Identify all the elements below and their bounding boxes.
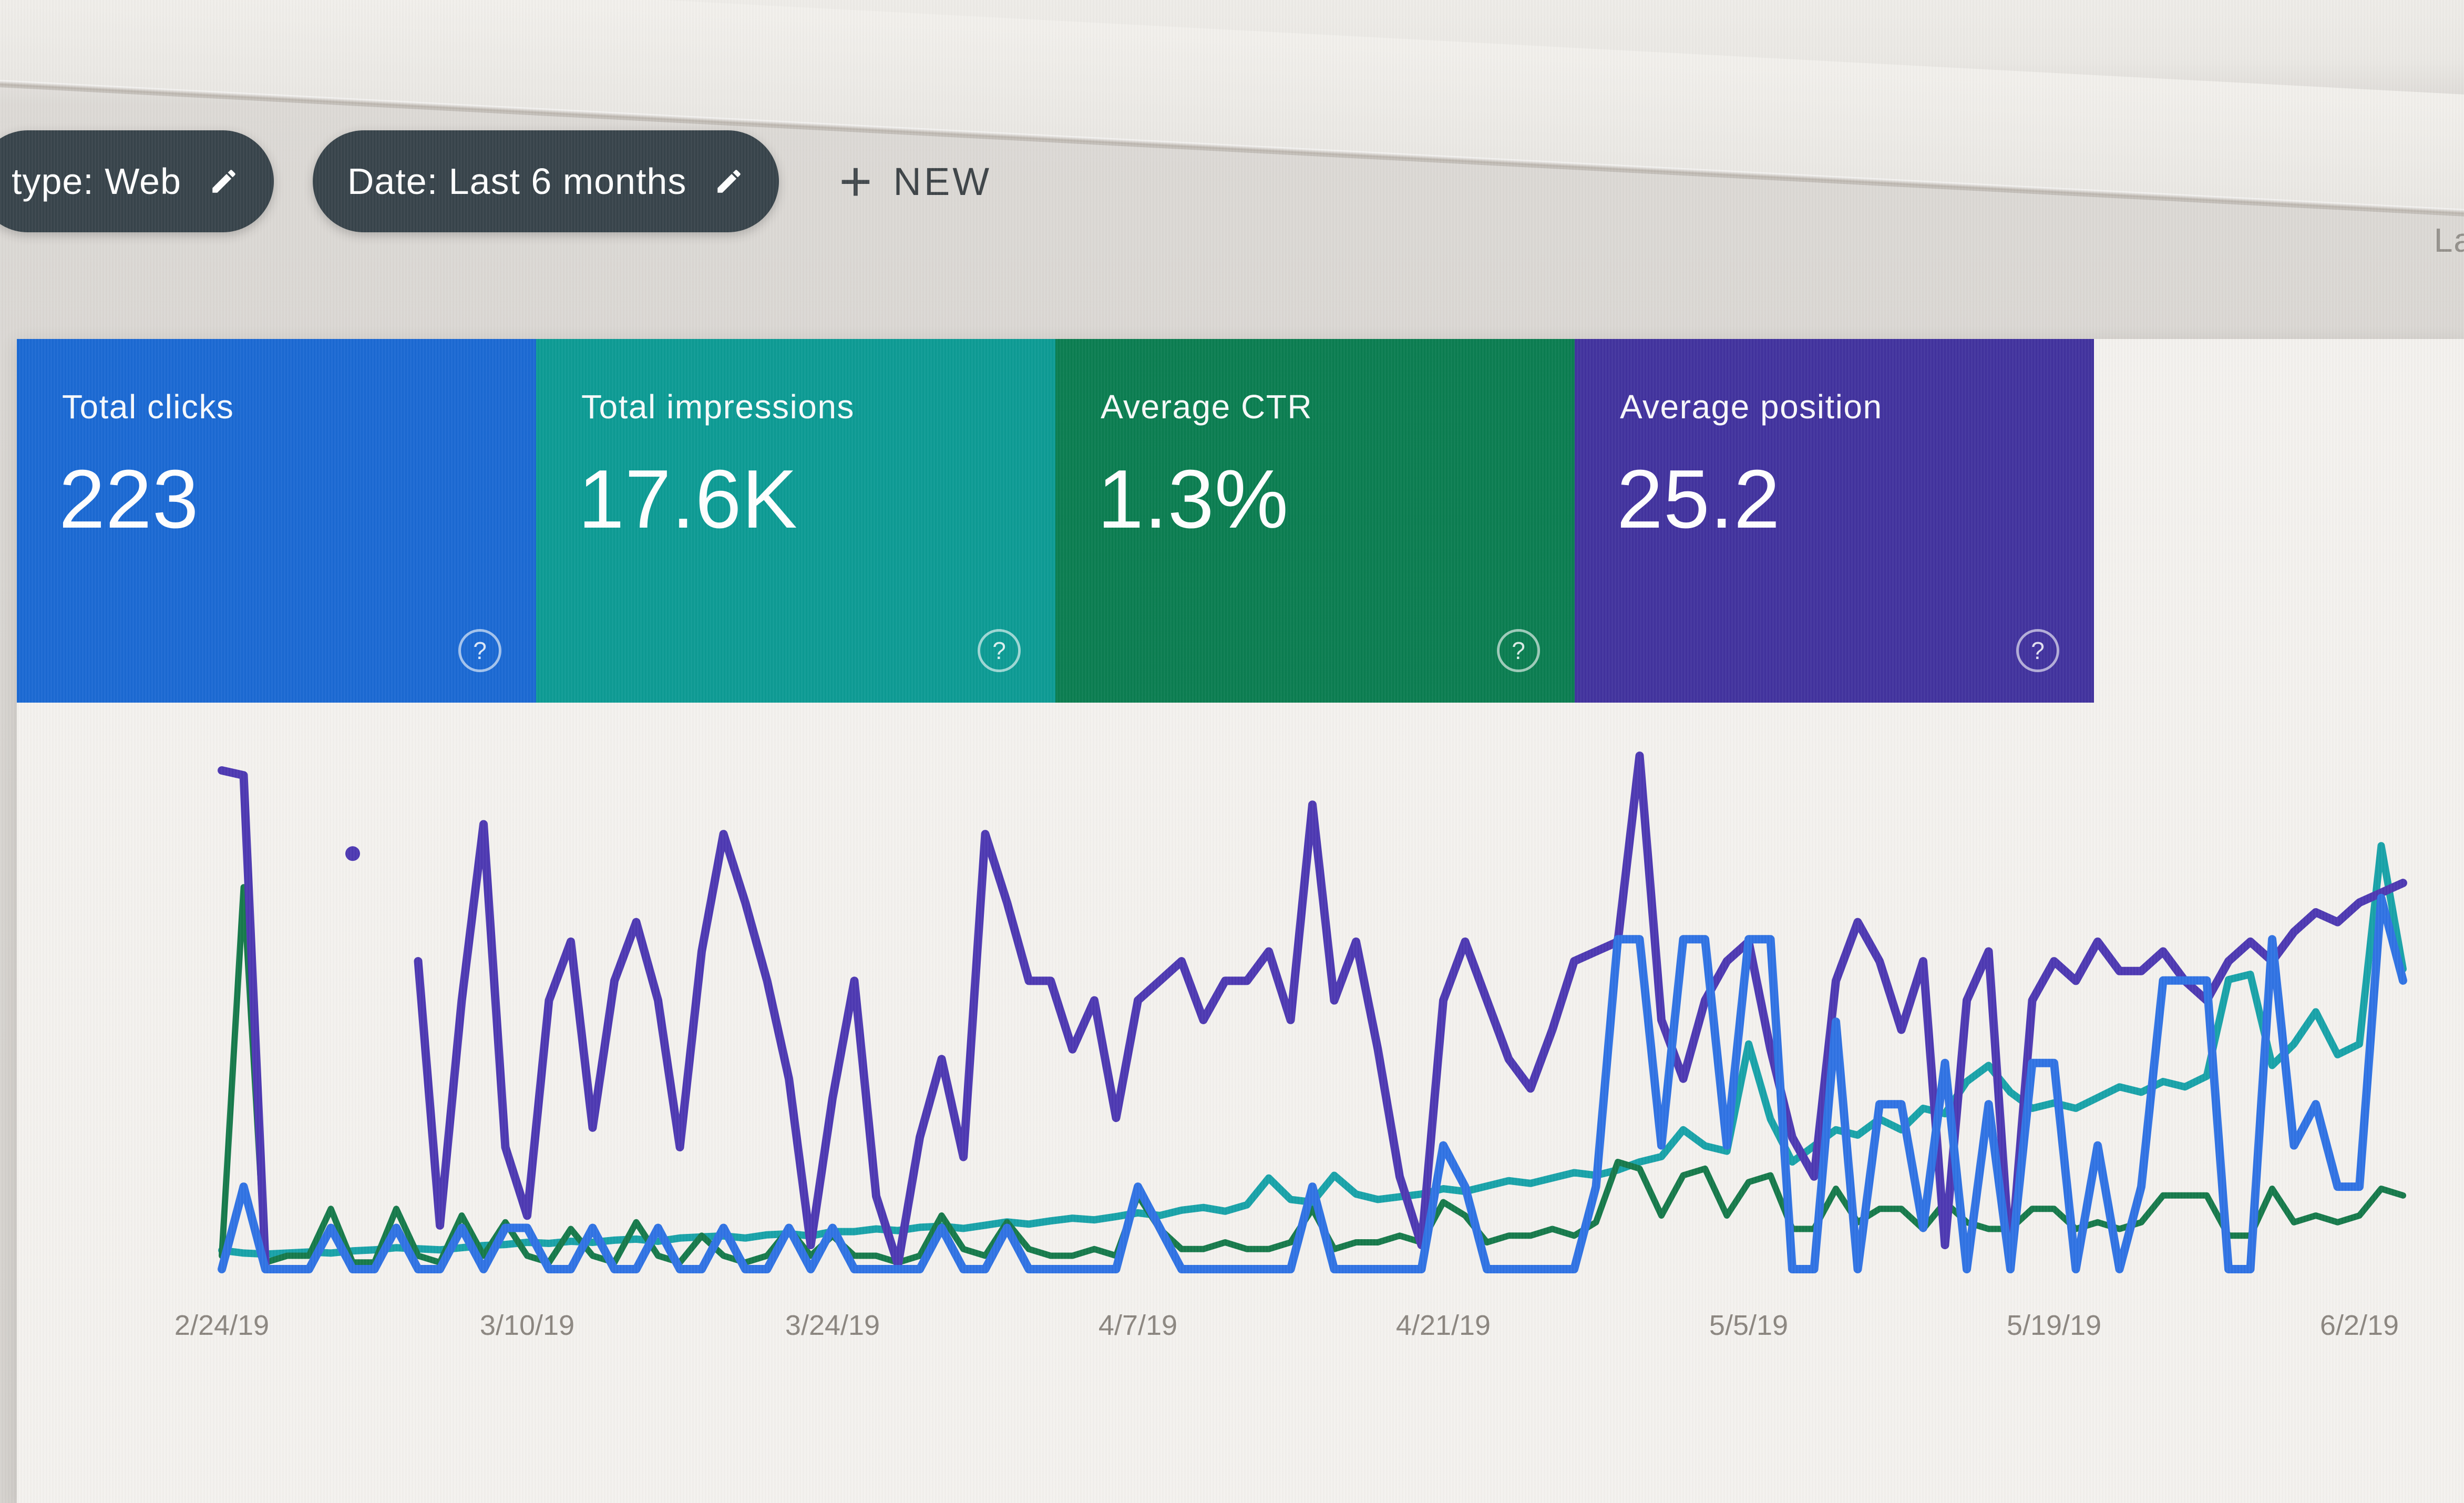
edit-pencil-icon: [717, 170, 741, 193]
series-line-ctr: [219, 884, 2406, 1266]
metric-card-label: Average position: [1620, 388, 1883, 426]
metric-card-value: 1.3%: [1097, 453, 1289, 545]
series-point-position: [345, 846, 360, 861]
x-axis-tick-label: 2/24/19: [174, 1310, 269, 1341]
metric-card-value: 17.6K: [578, 453, 798, 545]
date-range-chip-label: Date: Last 6 months: [347, 161, 687, 202]
metric-card-average-position[interactable]: Average position 25.2?: [1575, 339, 2094, 703]
x-axis-tick-label: 4/7/19: [1098, 1310, 1177, 1341]
search-type-chip[interactable]: type: Web: [0, 130, 274, 232]
series-line-position: [218, 766, 270, 1269]
metric-card-total-clicks[interactable]: Total clicks 223?: [17, 339, 536, 703]
x-axis-tick-label: 3/24/19: [785, 1310, 880, 1341]
metric-card-total-impressions[interactable]: Total impressions 17.6K?: [536, 339, 1055, 703]
x-axis-tick-label: 3/10/19: [480, 1310, 574, 1341]
chart-area: 2/24/19 3/10/19 3/24/19 4/7/19 4/21/19 5/5/19…: [17, 707, 2464, 1503]
series-line-position: [414, 752, 2407, 1269]
metric-card-average-ctr[interactable]: Average CTR 1.3%?: [1055, 339, 1575, 703]
performance-chart: 2/24/19 3/10/19 3/24/19 4/7/19 4/21/19 5/5/19…: [174, 752, 2407, 1341]
new-filter-button[interactable]: + NEW: [839, 153, 992, 210]
x-axis-tick-label: 4/21/19: [1396, 1310, 1491, 1341]
edit-pencil-icon: [212, 170, 235, 193]
help-icon[interactable]: ?: [458, 629, 501, 672]
help-icon[interactable]: ?: [1497, 629, 1540, 672]
metric-cards-row: Total clicks 223? Total impressions 17.6K? A…: [17, 339, 2094, 703]
x-axis-tick-label: 6/2/19: [2320, 1310, 2399, 1341]
plus-icon: +: [839, 149, 872, 213]
performance-panel: Total clicks 223? Total impressions 17.6K? A…: [17, 339, 2464, 1503]
metric-card-label: Total impressions: [581, 388, 855, 426]
search-type-chip-label: type: Web: [12, 161, 181, 202]
help-icon[interactable]: ?: [2016, 629, 2059, 672]
metric-card-label: Average CTR: [1101, 388, 1313, 426]
last-updated-partial-text: La: [2434, 221, 2464, 259]
x-axis-tick-label: 5/19/19: [2007, 1310, 2101, 1341]
metric-card-label: Total clicks: [62, 388, 234, 426]
help-icon[interactable]: ?: [978, 629, 1021, 672]
series-line-clicks: [218, 893, 2407, 1273]
metric-card-value: 223: [59, 453, 199, 545]
new-filter-label: NEW: [893, 159, 992, 203]
metric-card-value: 25.2: [1617, 453, 1781, 545]
x-axis-tick-label: 5/5/19: [1709, 1310, 1788, 1341]
filter-bar: type: Web Date: Last 6 months + NEW: [0, 126, 2464, 236]
date-range-chip[interactable]: Date: Last 6 months: [312, 130, 779, 232]
